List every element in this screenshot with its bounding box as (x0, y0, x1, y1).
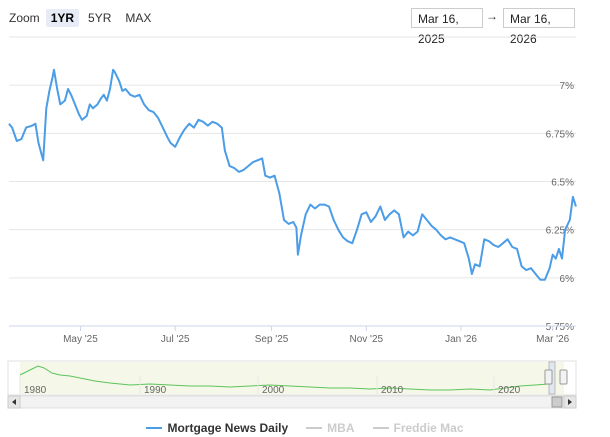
legend-swatch (372, 427, 389, 429)
zoom-1yr-button[interactable]: 1YR (45, 9, 80, 27)
zoom-max-button[interactable]: MAX (125, 11, 152, 25)
scroll-thumb[interactable] (551, 396, 563, 408)
legend-item-mba[interactable]: MBA (306, 421, 355, 435)
x-tick-label: Nov '25 (349, 334, 383, 345)
x-tick-label: Jan '26 (445, 334, 477, 345)
zoom-bar: Zoom 1YR 5YR MAX (9, 8, 160, 28)
y-axis: 7% 6.75% 6.5% 6.25% 6% 5.75% (546, 81, 574, 333)
y-tick-label: 5.75% (546, 322, 574, 333)
navigator-line (19, 365, 550, 391)
legend-label: MBA (327, 421, 355, 435)
legend-item-freddie-mac[interactable]: Freddie Mac (372, 421, 464, 435)
x-tick-label: Sep '25 (255, 334, 289, 345)
navigator-left-handle[interactable] (544, 369, 553, 385)
range-to-input[interactable]: Mar 16, 2026 (503, 8, 575, 46)
legend-item-mortgage-news-daily[interactable]: Mortgage News Daily (146, 421, 288, 435)
x-tick-label: May '25 (63, 334, 98, 345)
chevron-left-icon (12, 399, 16, 405)
range-from-input[interactable]: Mar 16, 2025 (411, 8, 483, 46)
y-tick-label: 6% (560, 274, 575, 285)
chevron-right-icon (568, 399, 572, 405)
range-arrow: → (486, 9, 498, 23)
legend-swatch (306, 427, 323, 429)
zoom-5yr-button[interactable]: 5YR (88, 11, 112, 25)
navigator-tick-label: 2000 (262, 385, 285, 396)
x-axis: May '25 Jul '25 Sep '25 Nov '25 Jan '26 Mar '… (9, 325, 576, 345)
y-tick-label: 6.25% (546, 226, 574, 237)
navigator-right-handle[interactable] (559, 369, 568, 385)
navigator-tick-label: 1980 (24, 385, 47, 396)
series-line (8, 68, 577, 281)
series-mortgage-news-daily (8, 68, 577, 281)
legend-label: Mortgage News Daily (167, 421, 289, 435)
x-tick-label: Mar '26 (536, 334, 569, 345)
navigator-tick-label: 1990 (144, 385, 167, 396)
navigator-tick-label: 2020 (498, 385, 521, 396)
legend: Mortgage News Daily MBA Freddie Mac (0, 421, 610, 435)
y-tick-label: 6.75% (546, 129, 574, 140)
y-tick-label: 7% (560, 81, 575, 92)
navigator-scrollbar[interactable] (7, 395, 577, 409)
navigator-axis: 1980 1990 2000 2010 2020 (19, 376, 521, 396)
zoom-label: Zoom (9, 11, 40, 25)
legend-swatch (146, 427, 163, 429)
rate-chart: 7% 6.75% 6.5% 6.25% 6% 5.75% May '25 Jul '25 Se… (7, 36, 577, 409)
legend-label: Freddie Mac (393, 421, 464, 435)
navigator[interactable]: 1980 1990 2000 2010 2020 (7, 360, 577, 409)
y-tick-label: 6.5% (551, 178, 574, 189)
y-grid (9, 36, 576, 327)
navigator-tick-label: 2010 (381, 385, 404, 396)
x-tick-label: Jul '25 (161, 334, 190, 345)
